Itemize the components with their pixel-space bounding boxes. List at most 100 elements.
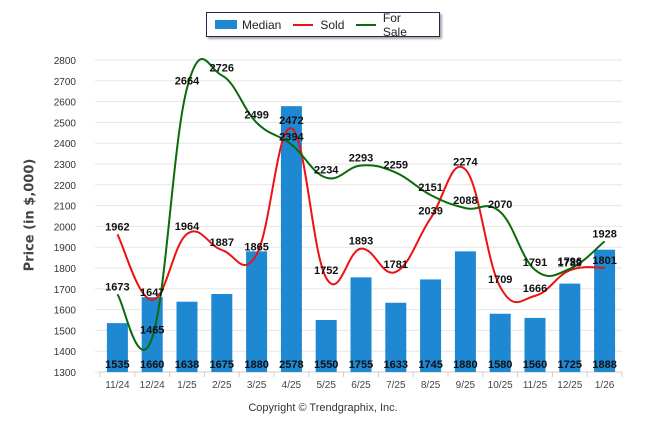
median-value-label: 1880 (453, 359, 477, 371)
sold-value-label: 1865 (244, 241, 268, 253)
x-tick-label: 10/25 (488, 380, 513, 391)
y-tick-label: 2600 (54, 98, 77, 109)
y-tick-label: 2500 (54, 118, 77, 129)
median-bar (454, 251, 476, 372)
median-value-label: 1880 (244, 359, 268, 371)
median-bar (176, 301, 198, 372)
x-tick-label: 1/25 (177, 380, 197, 391)
x-tick-label: 9/25 (456, 380, 476, 391)
median-bars (106, 106, 616, 373)
median-value-label: 1660 (140, 359, 164, 371)
x-tick-label: 11/24 (105, 380, 130, 391)
y-tick-label: 2400 (54, 139, 77, 150)
median-value-label: 1675 (210, 359, 234, 371)
y-tick-label: 1400 (54, 347, 77, 358)
x-tick-label: 8/25 (421, 380, 441, 391)
median-bar (211, 294, 233, 372)
y-tick-label: 2700 (54, 77, 77, 88)
y-tick-label: 2200 (54, 181, 77, 192)
copyright-text: Copyright © Trendgraphix, Inc. (248, 402, 398, 414)
median-bar (315, 320, 337, 372)
for-sale-value-label: 1791 (523, 257, 547, 269)
median-bar (246, 251, 268, 372)
y-tick-label: 2100 (54, 202, 77, 213)
legend-label: Sold (320, 17, 345, 32)
sold-value-label: 2274 (453, 156, 478, 168)
median-value-label: 1888 (592, 359, 616, 371)
sold-value-label: 1789 (558, 257, 582, 269)
for-sale-value-label: 1796 (558, 256, 582, 268)
y-tick-label: 1700 (54, 285, 77, 296)
median-value-label: 1580 (488, 359, 512, 371)
x-tick-label: 12/25 (557, 380, 582, 391)
y-axis-label: Price (in $,000) (22, 158, 38, 272)
for-sale-value-label: 2726 (210, 62, 234, 74)
median-bar (350, 277, 372, 372)
for-sale-value-label: 2088 (453, 195, 477, 207)
sold-value-label: 1647 (140, 287, 164, 299)
for-sale-value-label: 1465 (140, 325, 164, 337)
x-tick-label: 1/26 (595, 380, 615, 391)
median-bar (106, 323, 128, 372)
median-bar (280, 106, 302, 373)
y-tick-label: 2000 (54, 222, 77, 233)
x-tick-label: 2/25 (212, 380, 232, 391)
x-tick-label: 6/25 (351, 380, 371, 391)
for-sale-value-label: 2394 (279, 131, 304, 143)
median-value-label: 1638 (175, 359, 199, 371)
for-sale-swatch-icon (356, 23, 376, 26)
for-sale-value-label: 1673 (105, 281, 129, 293)
y-tick-label: 2300 (54, 160, 77, 171)
for-sale-value-label: 1928 (592, 228, 616, 240)
median-bar (594, 249, 616, 372)
x-axis-ticks: 11/24 12/24 1/25 2/25 3/25 4/25 5/25 6/25 7/25 8/… (99, 371, 623, 391)
for-sale-value-label: 2234 (314, 165, 339, 177)
x-tick-label: 4/25 (282, 380, 302, 391)
x-tick-label: 11/25 (523, 380, 548, 391)
median-bar (559, 283, 581, 372)
median-value-label: 1725 (558, 359, 582, 371)
sold-value-label: 1893 (349, 236, 373, 248)
median-value-label: 1745 (418, 359, 442, 371)
legend-item-sold[interactable]: Sold (293, 18, 344, 32)
trend-lines (116, 58, 606, 351)
x-tick-label: 7/25 (386, 380, 406, 391)
legend-label: Median (242, 17, 282, 32)
legend: Median Sold For Sale (206, 11, 440, 39)
sold-value-label: 1781 (384, 259, 408, 271)
for-sale-value-label: 2664 (175, 75, 200, 87)
x-tick-label: 12/24 (140, 380, 165, 391)
data-labels: 1535 1660 1638 1675 1880 2578 1550 1755 1633 1745… (105, 62, 617, 371)
x-tick-label: 5/25 (316, 380, 336, 391)
median-value-label: 1560 (523, 359, 547, 371)
sold-value-label: 1801 (592, 255, 616, 267)
median-value-label: 1535 (105, 359, 129, 371)
for-sale-value-label: 2293 (349, 152, 373, 164)
sold-value-label: 1887 (210, 237, 234, 249)
for-sale-value-label: 2499 (244, 110, 268, 122)
legend-item-for-sale[interactable]: For Sale (356, 11, 427, 39)
sold-line (116, 127, 605, 304)
y-tick-label: 1500 (54, 326, 77, 337)
y-axis-ticks: 1300 1400 1500 1600 1700 1800 1900 2000 2100 2200… (54, 56, 77, 379)
median-value-label: 1550 (314, 359, 338, 371)
y-tick-label: 1800 (54, 264, 77, 275)
sold-value-label: 1666 (523, 283, 547, 295)
sold-value-label: 2039 (418, 205, 442, 217)
sold-swatch-icon (293, 23, 314, 26)
for-sale-value-label: 2070 (488, 199, 512, 211)
legend-item-median[interactable]: Median (215, 18, 281, 32)
median-swatch-icon (215, 20, 237, 29)
x-tick-label: 3/25 (247, 380, 267, 391)
for-sale-line (116, 58, 606, 351)
y-tick-label: 1900 (54, 243, 77, 254)
y-tick-label: 1300 (54, 368, 77, 379)
for-sale-value-label: 2151 (418, 182, 442, 194)
median-value-label: 2578 (279, 359, 303, 371)
median-value-label: 1755 (349, 359, 373, 371)
for-sale-value-label: 2259 (384, 160, 408, 172)
median-bar (489, 313, 511, 372)
sold-value-label: 1752 (314, 265, 338, 277)
y-tick-label: 2800 (54, 56, 77, 67)
sold-value-label: 1962 (105, 221, 129, 233)
